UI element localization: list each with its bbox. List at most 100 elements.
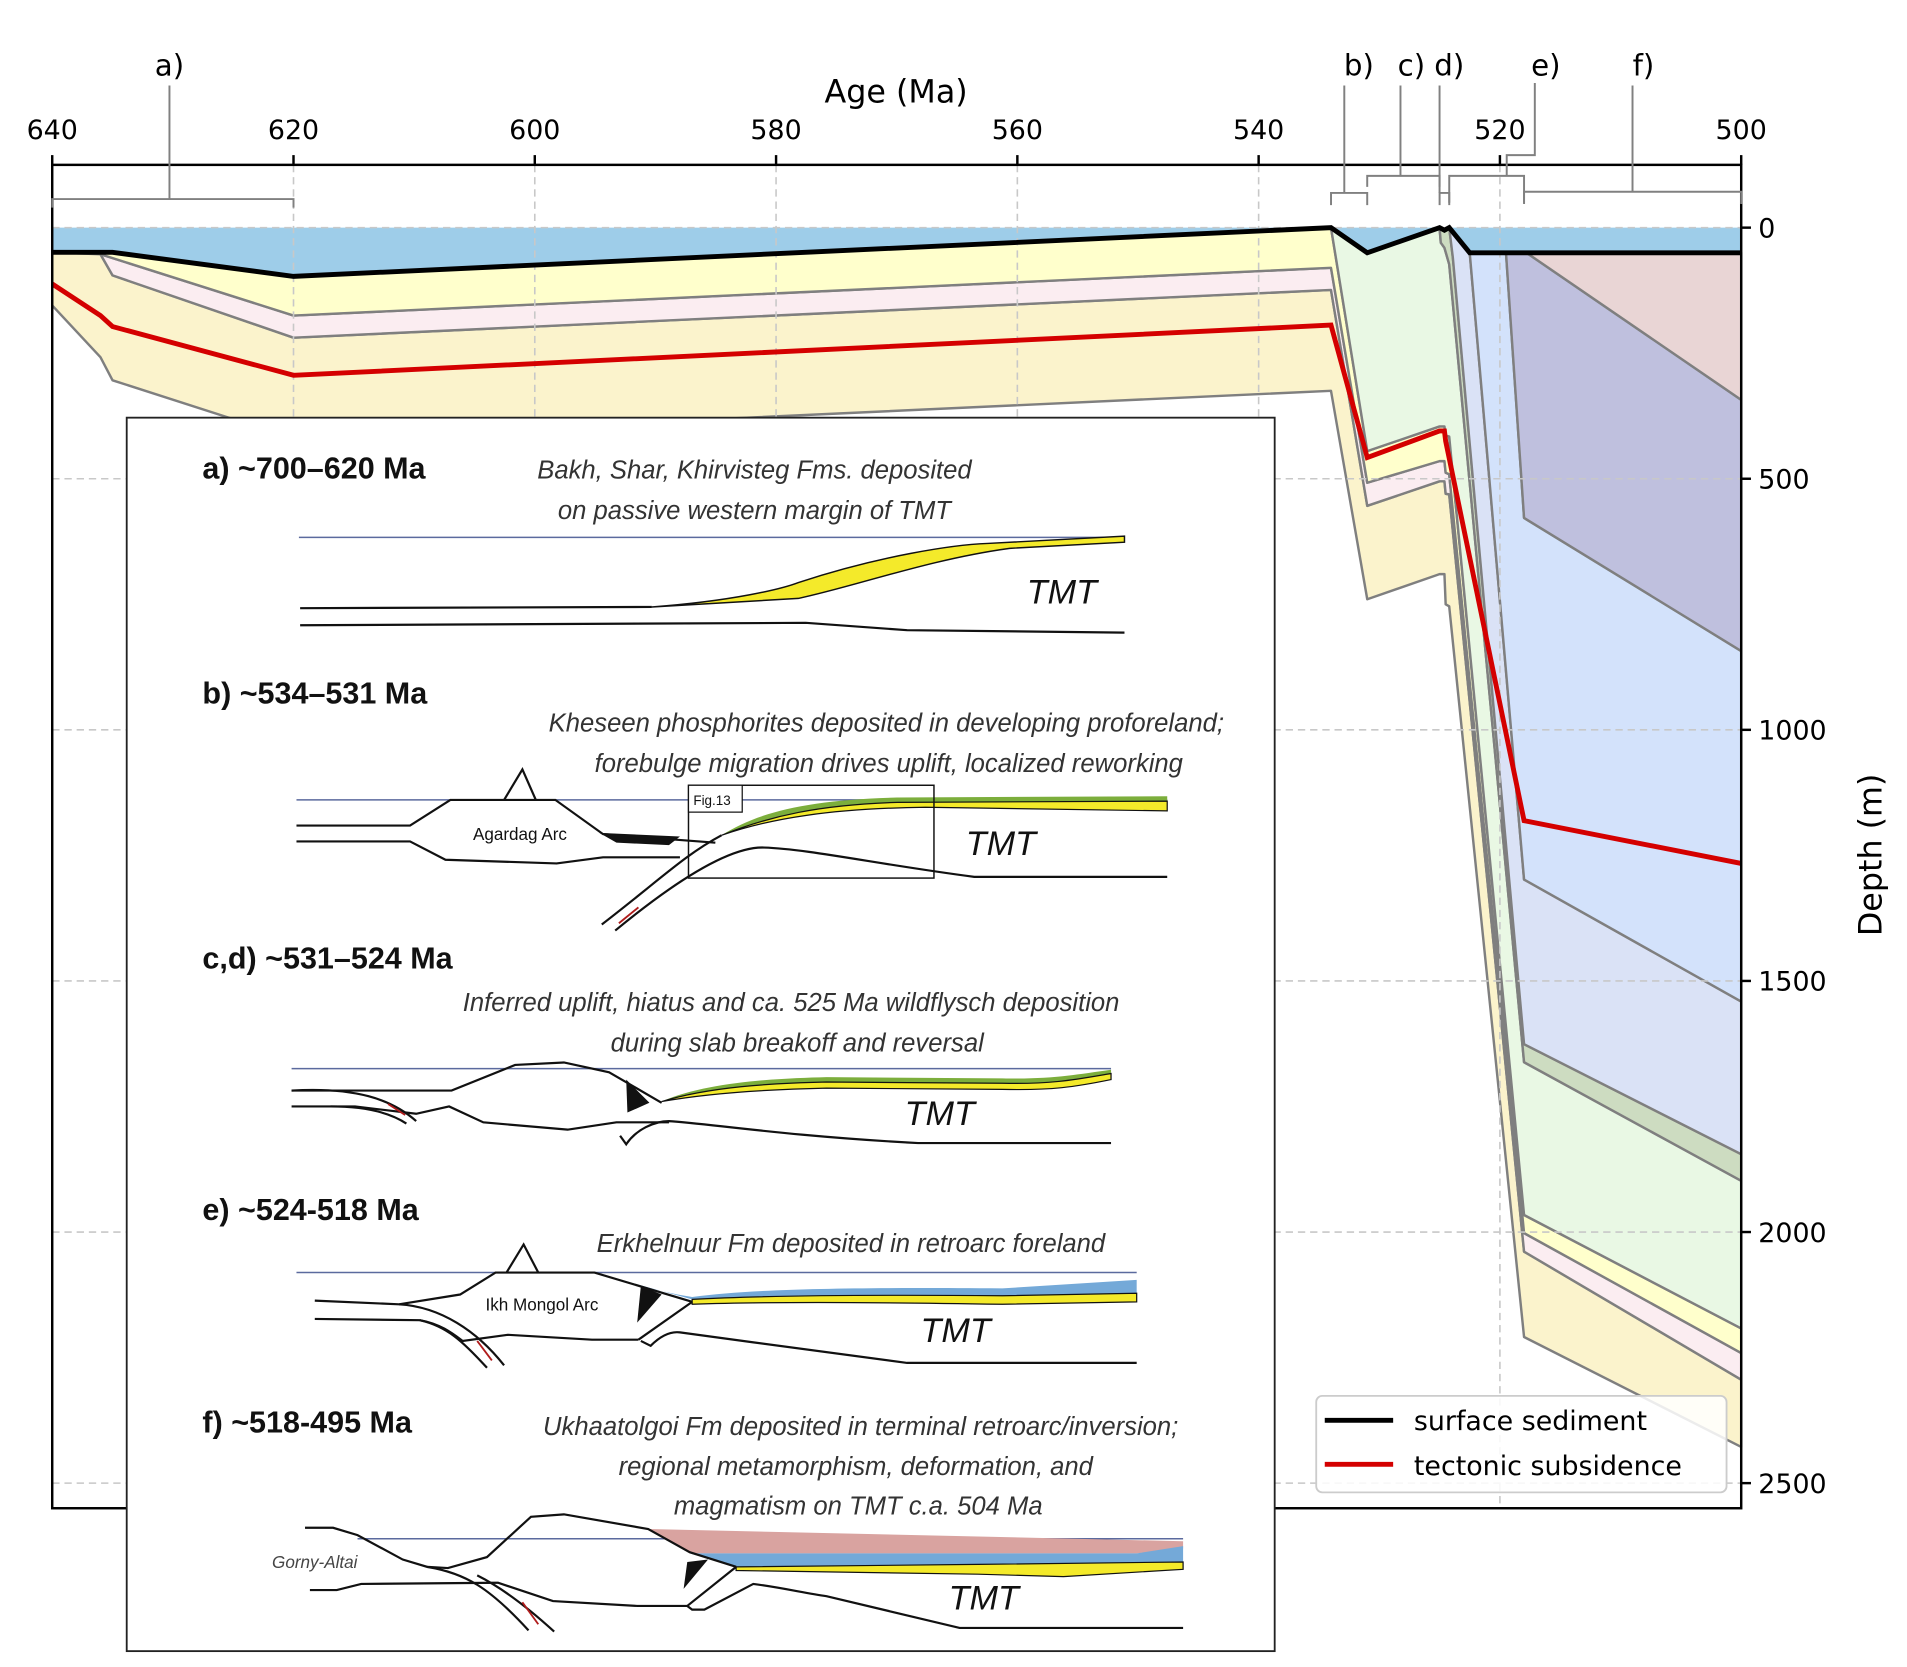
panel-b-terrane-label: TMT (966, 825, 1038, 863)
slab-top-line (686, 1565, 737, 1607)
x-axis-label: Age (Ma) (825, 75, 968, 111)
legend: surface sediment tectonic subsidence (1315, 1394, 1728, 1494)
strata-layers (50, 226, 1743, 1449)
inset-diagram: a) ~700–620 Ma Bakh, Shar, Khirvisteg Fm… (125, 416, 1276, 1653)
y-axis-ticks: 0 500 1000 1500 2000 2500 (1741, 213, 1827, 1500)
volcano-icon (505, 1242, 540, 1274)
figure-13-label-box (687, 784, 743, 813)
inset-panel-b: b) ~534–531 Ma Kheseen phosphorites depo… (202, 676, 1224, 932)
period-label: f) (1633, 49, 1655, 83)
y-tick-label: 0 (1758, 213, 1775, 244)
gorny-altai-label: Gorny-Altai (272, 1553, 359, 1572)
slab-top-line (637, 1300, 693, 1341)
slab-base-line (619, 1120, 1112, 1147)
x-axis-ticks: 640 620 600 580 560 540 520 500 (27, 115, 1767, 165)
y-axis-label: Depth (m) (1854, 774, 1890, 937)
period-label: b) (1344, 49, 1374, 83)
panel-cd-description-line-2: during slab breakoff and reversal (611, 1029, 986, 1057)
inset-panel-a: a) ~700–620 Ma Bakh, Shar, Khirvisteg Fm… (202, 452, 1126, 634)
ikh-mongol-arc-label: Ikh Mongol Arc (485, 1295, 598, 1314)
subducting-slab-left (291, 1088, 417, 1125)
y-tick-label: 2500 (1758, 1469, 1826, 1500)
trench-fill-wedge (599, 832, 680, 846)
panel-cd-title: c,d) ~531–524 Ma (202, 941, 453, 975)
series-lines (50, 224, 1742, 866)
y-tick-label: 1000 (1758, 716, 1826, 747)
subduction-arrow (521, 1601, 540, 1625)
panel-e-title: e) ~524-518 Ma (202, 1193, 419, 1227)
tectonic-subsidence-line (50, 281, 1742, 866)
legend-label-tectonic-subsidence: tectonic subsidence (1414, 1451, 1682, 1482)
slab-top-line (601, 834, 722, 926)
x-tick-label: 540 (1233, 115, 1284, 146)
inset-panel-f: f) ~518-495 Ma Ukhaatolgoi Fm deposited … (202, 1406, 1184, 1633)
y-tick-label: 2000 (1758, 1218, 1826, 1249)
agardag-arc-label: Agardag Arc (473, 825, 567, 844)
sediment-wedge (651, 535, 1126, 608)
period-bracket (1366, 174, 1441, 187)
panel-f-description-line-1: Ukhaatolgoi Fm deposited in terminal ret… (543, 1413, 1178, 1441)
figure-13-label: Fig.13 (693, 793, 730, 808)
period-brackets: a) b) c) d) e) f) (51, 49, 1743, 208)
period-bracket (1523, 190, 1743, 204)
panel-a-description-line-2: on passive western margin of TMT (558, 497, 953, 525)
panel-f-description-line-3: magmatism on TMT c.a. 504 Ma (674, 1492, 1043, 1520)
period-label: a) (155, 49, 184, 83)
subduction-arrow (387, 1103, 406, 1116)
legend-label-surface-sediment: surface sediment (1414, 1406, 1647, 1437)
wildflysch-wedge (626, 1079, 650, 1113)
x-tick-label: 640 (27, 115, 78, 146)
crust-top-line (300, 605, 652, 610)
period-bracket (1448, 174, 1526, 203)
inset-panel-e: e) ~524-518 Ma Erkhelnuur Fm deposited i… (202, 1193, 1138, 1369)
crust-base-line (300, 621, 1125, 634)
subducting-slab-left (398, 1303, 505, 1369)
slab-base-line (614, 846, 1168, 932)
arc-outline (291, 1061, 669, 1131)
panel-cd-terrane-label: TMT (905, 1095, 977, 1133)
x-tick-label: 560 (992, 115, 1043, 146)
panel-e-terrane-label: TMT (921, 1312, 993, 1350)
trench-fill-wedge (637, 1285, 662, 1323)
surface-sediment-line (52, 224, 1742, 279)
y-tick-label: 1500 (1758, 967, 1826, 998)
period-bracket (1330, 191, 1369, 206)
figure-13-box (687, 784, 935, 879)
panel-cd-description-line-1: Inferred uplift, hiatus and ca. 525 Ma w… (463, 989, 1120, 1017)
period-label: d) (1434, 49, 1464, 83)
legend-box (1315, 1394, 1728, 1494)
panel-f-description-line-2: regional metamorphism, deformation, and (619, 1453, 1094, 1481)
period-bracket (51, 198, 295, 208)
yellow-layer (735, 1561, 1184, 1578)
y-tick-label: 500 (1758, 465, 1809, 496)
inset-panel-cd: c,d) ~531–524 Ma Inferred uplift, hiatus… (202, 941, 1120, 1147)
trench-fill-wedge (683, 1559, 709, 1589)
water-fill (52, 227, 1742, 277)
ukhaatolgoi-pink-layer (648, 1528, 1184, 1554)
panel-f-title: f) ~518-495 Ma (202, 1406, 413, 1440)
slab-base-line (640, 1331, 1137, 1365)
subduction-arrow (476, 1340, 493, 1362)
blue-layer (689, 1546, 1184, 1567)
x-tick-label: 500 (1716, 115, 1767, 146)
panel-b-title: b) ~534–531 Ma (202, 676, 428, 710)
panel-f-terrane-label: TMT (949, 1580, 1021, 1618)
x-tick-label: 580 (750, 115, 801, 146)
period-label: c) (1398, 49, 1426, 83)
x-tick-label: 620 (268, 115, 319, 146)
subducting-slab-left (426, 1565, 555, 1633)
x-tick-label: 520 (1474, 115, 1525, 146)
lower-crust-line (309, 1581, 1184, 1630)
panel-a-description-line-1: Bakh, Shar, Khirvisteg Fms. deposited (537, 457, 972, 485)
water-column (52, 227, 1742, 277)
panel-b-description-line-2: forebulge migration drives uplift, local… (595, 750, 1184, 778)
subduction-arrow (618, 906, 639, 924)
erkhelnuur-blue-layer (594, 1272, 1137, 1300)
panel-b-description-line-1: Kheseen phosphorites deposited in develo… (549, 710, 1224, 738)
panel-a-title: a) ~700–620 Ma (202, 452, 426, 486)
phosphorite-yellow-layer (721, 800, 1168, 836)
yellow-layer (661, 1072, 1112, 1103)
panel-a-terrane-label: TMT (1027, 573, 1099, 611)
volcano-icon (503, 766, 537, 801)
